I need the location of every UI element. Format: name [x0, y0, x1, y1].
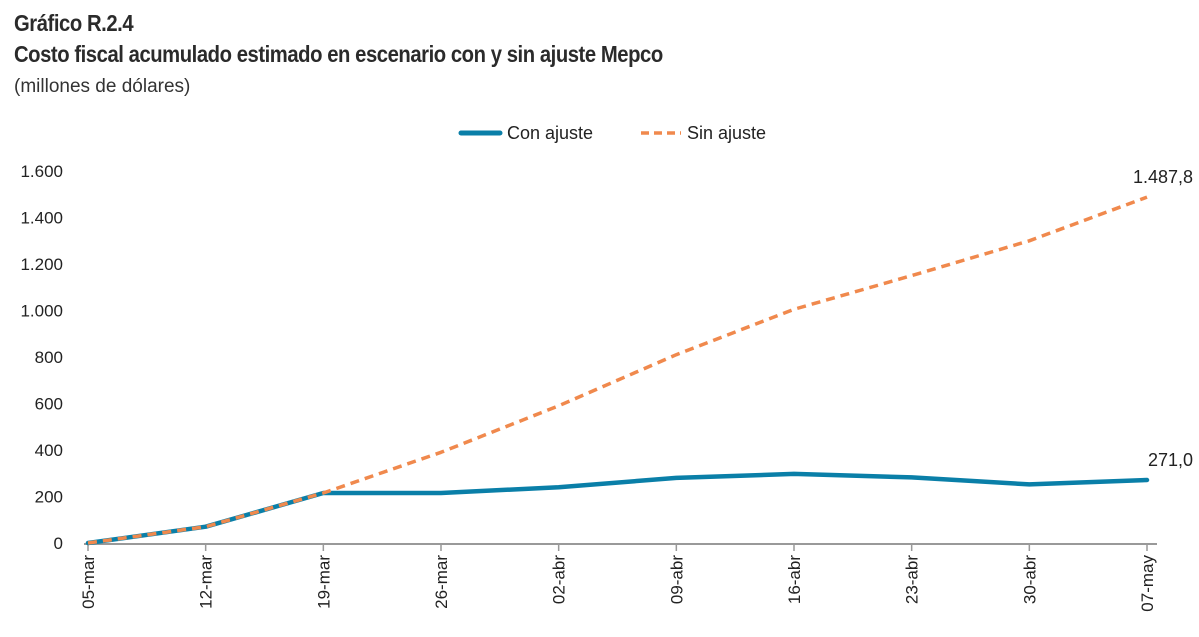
y-tick-label: 0 [54, 534, 63, 553]
x-tick-label: 05-mar [79, 555, 98, 609]
x-tick-label: 02-abr [550, 555, 569, 604]
y-tick-label: 1.200 [20, 255, 63, 274]
chart-title: Costo fiscal acumulado estimado en escen… [14, 41, 663, 67]
legend: Con ajuste Sin ajuste [458, 123, 766, 143]
y-tick-label: 200 [35, 488, 63, 507]
y-tick-label: 600 [35, 395, 63, 414]
x-tick-label: 07-may [1138, 555, 1157, 612]
y-tick-label: 800 [35, 348, 63, 367]
x-tick-label: 26-mar [432, 555, 451, 609]
data-label-sin-ajuste: 1.487,8 [1133, 167, 1193, 187]
data-label-con-ajuste: 271,0 [1148, 450, 1193, 470]
series-line-con-ajuste [85, 471, 1150, 546]
x-tick-label: 30-abr [1020, 555, 1039, 604]
legend-label-sin-ajuste: Sin ajuste [687, 123, 766, 143]
x-tick-label: 09-abr [667, 555, 686, 604]
y-tick-label: 400 [35, 441, 63, 460]
x-tick-label: 16-abr [785, 555, 804, 604]
y-tick-label: 1.600 [20, 162, 63, 181]
y-axis: 0 200 400 600 800 1.000 1.200 1.400 1.600 [20, 162, 63, 553]
series-group [85, 195, 1150, 546]
chart-header: Gráfico R.2.4 Costo fiscal acumulado est… [14, 8, 751, 102]
figure-label: Gráfico R.2.4 [14, 10, 134, 36]
y-tick-label: 1.400 [20, 209, 63, 228]
legend-label-con-ajuste: Con ajuste [507, 123, 593, 143]
x-tick-label: 19-mar [314, 555, 333, 609]
y-tick-label: 1.000 [20, 302, 63, 321]
chart-subtitle: (millones de dólares) [14, 76, 191, 97]
x-tick-label: 12-mar [197, 555, 216, 609]
series-line-sin-ajuste [87, 195, 1148, 545]
x-axis: 05-mar 12-mar 19-mar 26-mar 02-abr 09-abr 16-a… [79, 543, 1157, 612]
x-tick-label: 23-abr [903, 555, 922, 604]
annotations: 1.487,8 271,0 [1133, 167, 1193, 470]
